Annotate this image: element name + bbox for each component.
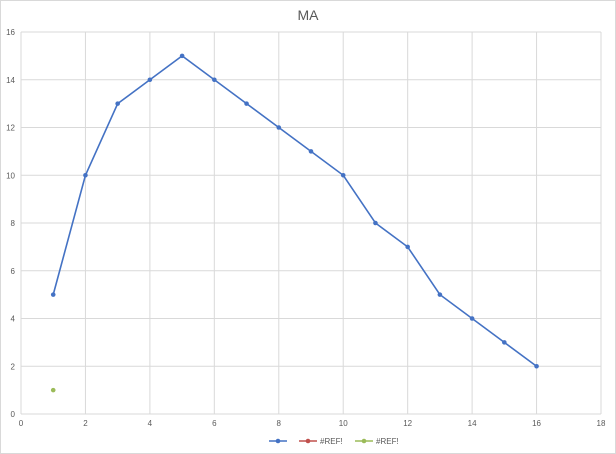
x-tick-label: 4 (148, 419, 153, 428)
y-tick-label: 8 (11, 219, 16, 228)
y-axis-tick-labels: 0 2 4 6 8 10 12 14 16 (6, 28, 15, 419)
x-tick-label: 18 (597, 419, 606, 428)
series-1-point (437, 292, 443, 297)
x-axis-tick-labels: 0 2 4 6 8 10 12 14 16 18 (19, 419, 606, 428)
series-1 (50, 53, 539, 369)
series-1-point (405, 244, 410, 250)
legend: #REF! #REF! (269, 437, 399, 446)
x-tick-label: 0 (19, 419, 24, 428)
series-3 (50, 387, 56, 393)
series-1-point (276, 125, 282, 130)
y-tick-label: 6 (11, 267, 16, 276)
y-tick-label: 0 (11, 410, 16, 419)
legend-entry-2: #REF! (299, 437, 343, 446)
x-tick-label: 8 (277, 419, 282, 428)
legend-entry-1 (269, 438, 287, 444)
series-1-point (308, 149, 314, 154)
series-1-point (502, 340, 507, 345)
y-tick-label: 14 (6, 76, 15, 85)
series-3-point (50, 387, 56, 393)
legend-marker-point (305, 438, 311, 444)
y-tick-label: 10 (6, 171, 15, 180)
x-tick-label: 12 (403, 419, 412, 428)
y-tick-label: 12 (6, 124, 15, 133)
y-tick-label: 2 (11, 362, 16, 371)
series-layer (50, 53, 539, 393)
y-tick-label: 16 (6, 28, 15, 37)
legend-label: #REF! (320, 437, 343, 446)
series-1-point (147, 77, 153, 83)
series-1-point (340, 172, 346, 178)
series-1-point (373, 220, 378, 226)
series-1-point (244, 101, 249, 106)
legend-entry-3: #REF! (355, 437, 399, 446)
series-1-point (469, 316, 475, 321)
legend-label: #REF! (376, 437, 399, 446)
series-1-point (83, 172, 88, 178)
chart-title: MA (298, 7, 320, 23)
x-tick-label: 10 (339, 419, 348, 428)
series-1-point (115, 101, 120, 106)
x-tick-label: 14 (468, 419, 477, 428)
legend-marker-point (275, 438, 281, 444)
series-1-point (534, 363, 539, 369)
legend-marker-point (361, 438, 367, 444)
x-tick-label: 16 (532, 419, 541, 428)
gridlines (20, 31, 602, 415)
x-tick-label: 2 (83, 419, 88, 428)
series-1-line (52, 54, 538, 367)
series-1-point (179, 53, 185, 59)
x-tick-label: 6 (212, 419, 217, 428)
y-tick-label: 4 (11, 315, 16, 324)
series-1-point (50, 292, 56, 297)
series-1-point (212, 77, 217, 83)
